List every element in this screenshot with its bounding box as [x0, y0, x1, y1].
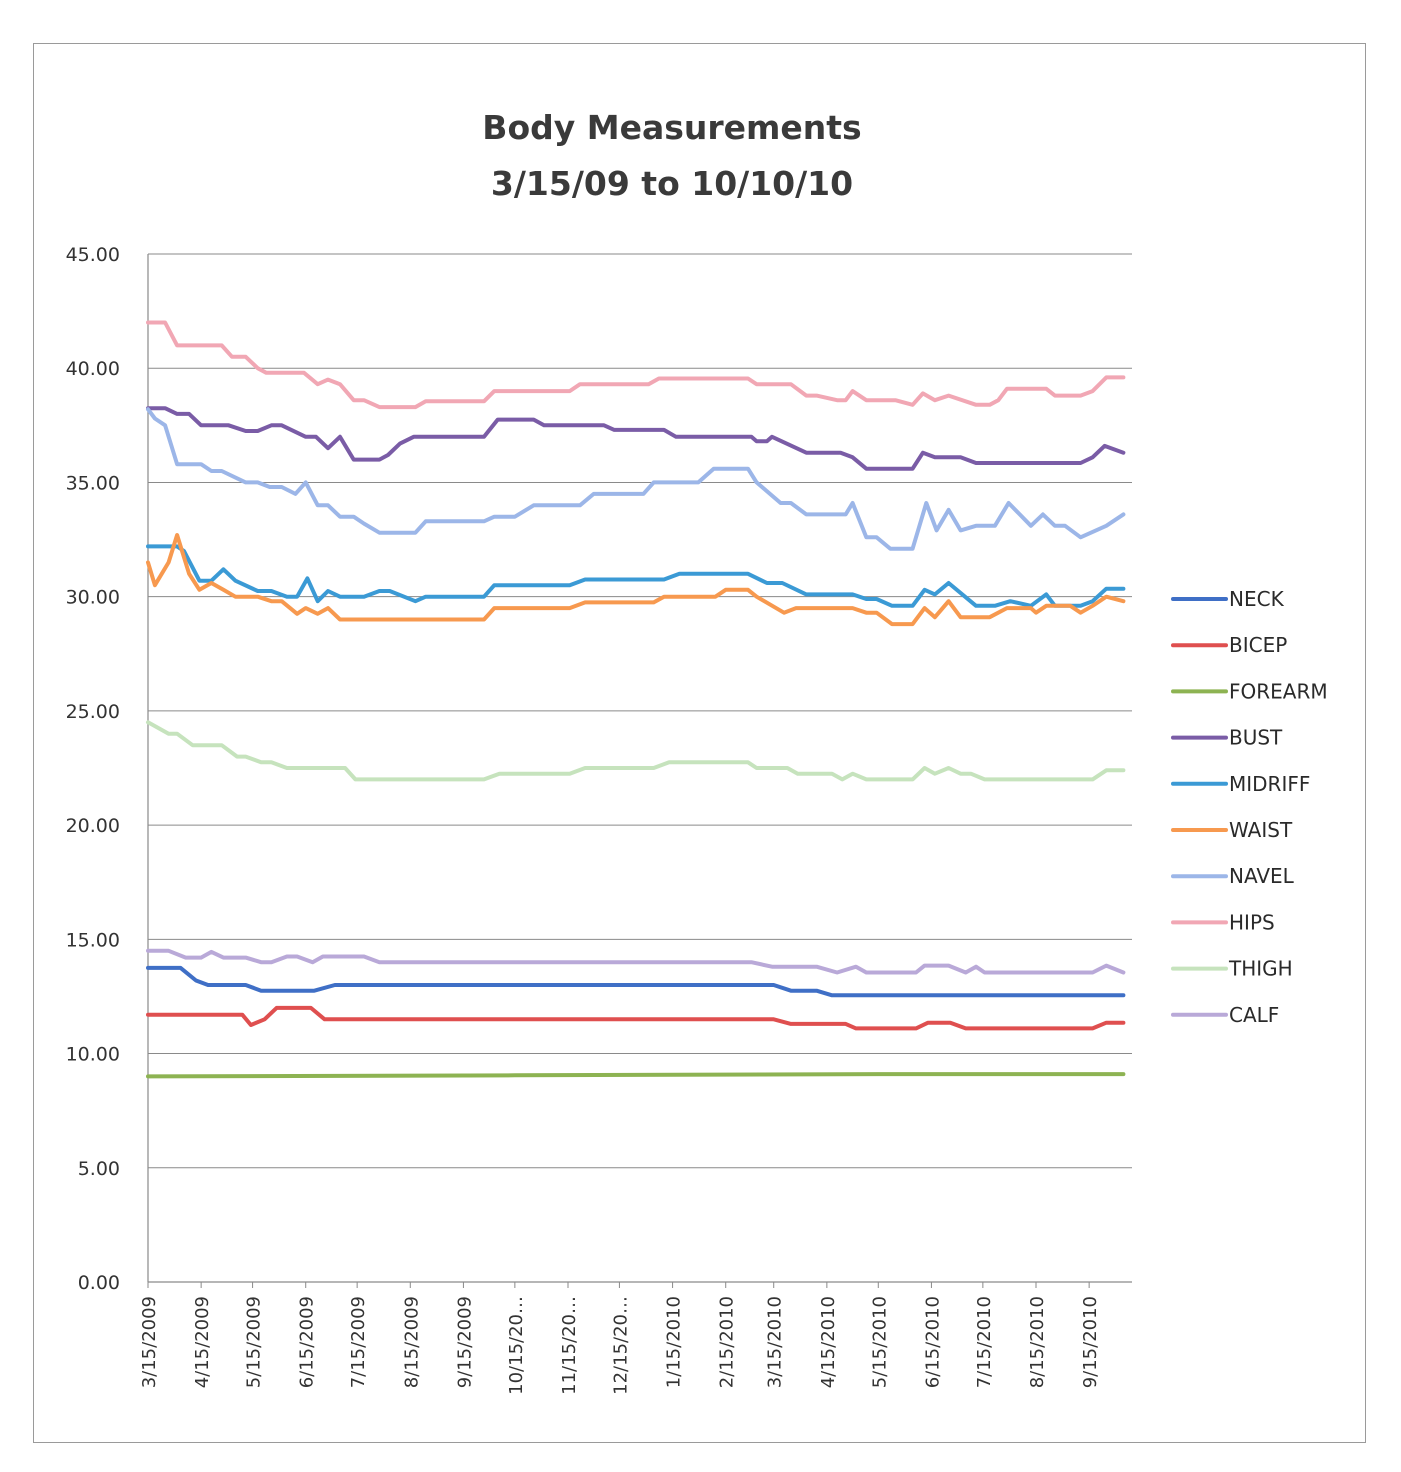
series-line-bust — [146, 406, 1126, 471]
x-tick-label: 5/15/2010 — [869, 1296, 890, 1388]
series-line-neck — [146, 965, 1126, 998]
legend-label: NAVEL — [1229, 864, 1295, 888]
x-tick-label: 2/15/2010 — [717, 1296, 738, 1388]
legend-label: CALF — [1229, 1003, 1279, 1027]
x-tick-label: 12/15/20… — [610, 1296, 631, 1395]
y-tick-label: 10.00 — [66, 1044, 120, 1066]
y-tick-label: 15.00 — [66, 929, 120, 951]
y-tick-label: 35.00 — [66, 472, 120, 494]
x-tick-label: 8/15/2010 — [1027, 1296, 1048, 1388]
y-tick-label: 45.00 — [66, 244, 120, 266]
chart-title-line: Body Measurements — [482, 108, 862, 147]
x-tick-label: 3/15/2009 — [139, 1296, 160, 1388]
x-tick-label: 4/15/2009 — [192, 1296, 213, 1388]
legend-label: WAIST — [1229, 818, 1293, 842]
y-tick-label: 5.00 — [78, 1158, 120, 1180]
legend-label: THIGH — [1228, 957, 1293, 981]
chart-title: Body Measurements 3/15/09 to 10/10/10 — [372, 100, 972, 212]
x-tick-label: 8/15/2009 — [401, 1296, 422, 1388]
legend-label: NECK — [1229, 587, 1285, 611]
x-tick-label: 5/15/2009 — [244, 1296, 265, 1388]
series-line-bicep — [146, 1005, 1126, 1031]
series-line-waist — [146, 533, 1126, 627]
series-line-hips — [146, 320, 1126, 410]
legend-label: HIPS — [1229, 910, 1275, 934]
x-tick-label: 6/15/2009 — [297, 1296, 318, 1388]
x-tick-label: 9/15/2010 — [1080, 1296, 1101, 1388]
y-tick-label: 40.00 — [66, 358, 120, 380]
legend-label: MIDRIFF — [1229, 772, 1310, 796]
x-tick-label: 4/15/2010 — [818, 1296, 839, 1388]
x-tick-label: 9/15/2009 — [454, 1296, 475, 1388]
x-tick-label: 7/15/2009 — [348, 1296, 369, 1388]
x-tick-label: 1/15/2010 — [664, 1296, 685, 1388]
legend-label: BUST — [1229, 726, 1283, 750]
series-line-midriff — [146, 544, 1126, 608]
x-tick-label: 10/15/20… — [506, 1296, 527, 1395]
x-tick-label: 6/15/2010 — [922, 1296, 943, 1388]
series-line-forearm — [146, 1072, 1126, 1079]
x-tick-label: 7/15/2010 — [974, 1296, 995, 1388]
chart-subtitle: 3/15/09 to 10/10/10 — [490, 164, 854, 203]
y-tick-label: 0.00 — [78, 1272, 120, 1294]
y-tick-label: 25.00 — [66, 701, 120, 723]
legend-label: BICEP — [1229, 633, 1287, 657]
series-line-navel — [146, 407, 1126, 551]
x-tick-label: 3/15/2010 — [765, 1296, 786, 1388]
y-tick-label: 20.00 — [66, 815, 120, 837]
series-line-thigh — [146, 720, 1126, 782]
x-tick-label: 11/15/20… — [559, 1296, 580, 1395]
y-tick-label: 30.00 — [66, 587, 120, 609]
legend-label: FOREARM — [1229, 679, 1328, 703]
series-line-calf — [146, 948, 1126, 975]
chart-frame — [33, 43, 1366, 1443]
